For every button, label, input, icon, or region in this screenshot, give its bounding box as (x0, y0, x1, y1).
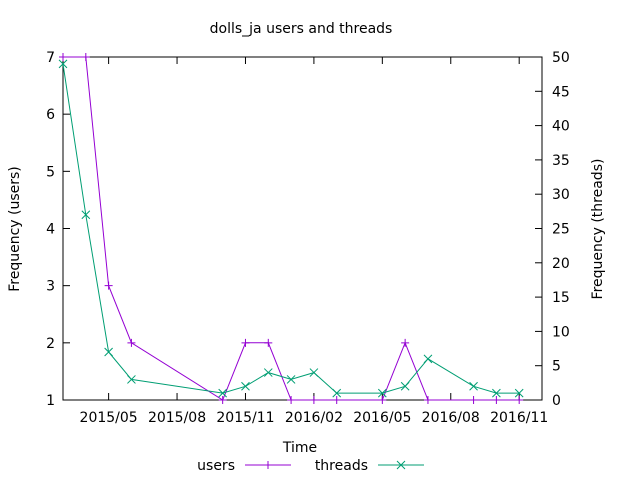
y2-tick-label: 15 (552, 290, 570, 306)
y2-axis-label: Frequency (threads) (590, 159, 606, 300)
data-point-users (241, 338, 250, 347)
data-point-threads (423, 354, 433, 364)
legend: users threads (197, 458, 424, 474)
y-axis-label: Frequency (users) (7, 166, 23, 292)
y2-tick-label: 10 (552, 324, 570, 340)
y2-tick-label: 45 (552, 84, 570, 100)
y2-tick-label: 50 (552, 50, 570, 66)
series-layer (58, 53, 524, 404)
plot-border (62, 56, 543, 401)
y2-tick-label: 35 (552, 153, 570, 169)
x-tick-label: 2016/05 (353, 410, 411, 426)
y-tick-label: 6 (46, 107, 55, 123)
y2-tick-label: 25 (552, 222, 570, 238)
x-tick-label: 2016/11 (490, 410, 548, 426)
data-point-users (401, 338, 410, 347)
chart-title: dolls_ja users and threads (210, 21, 393, 37)
x-tick-label: 2016/02 (285, 410, 343, 426)
data-point-users (264, 338, 273, 347)
data-point-threads (469, 381, 478, 391)
series-line-threads (62, 63, 520, 394)
data-point-users (492, 396, 501, 404)
data-point-threads (104, 347, 113, 357)
y2-tick-label: 40 (552, 119, 570, 135)
legend-marker-users (264, 461, 272, 469)
data-point-users (469, 396, 478, 404)
data-point-users (218, 396, 227, 404)
y-tick-label: 4 (46, 222, 55, 238)
data-point-threads (81, 210, 91, 220)
data-point-threads (377, 388, 387, 398)
y2-tick-label: 20 (552, 256, 570, 272)
data-point-threads (492, 388, 501, 398)
y-tick-label: 7 (46, 50, 55, 66)
data-point-threads (514, 388, 524, 398)
x-tick-label: 2016/08 (422, 410, 480, 426)
data-point-threads (332, 388, 342, 398)
x-tick-label: 2015/11 (216, 410, 274, 426)
x-axis: 2015/05 2015/08 2015/11 2016/02 2016/05 2016/… (80, 57, 548, 426)
x-axis-label: Time (282, 440, 317, 456)
data-point-threads (263, 368, 273, 377)
data-point-users (81, 53, 90, 61)
y2-tick-label: 30 (552, 187, 570, 203)
y-tick-label: 1 (46, 393, 55, 409)
y2-tick-label: 5 (552, 359, 561, 375)
y-axis-left: 1 2 3 4 5 6 7 (46, 50, 70, 409)
legend-label-threads: threads (315, 458, 368, 474)
y-tick-label: 2 (46, 336, 55, 352)
data-point-users (309, 396, 318, 404)
x-tick-label: 2015/05 (80, 410, 138, 426)
data-point-users (104, 281, 113, 290)
data-point-users (287, 396, 296, 404)
data-point-threads (58, 59, 68, 69)
data-point-threads (127, 375, 136, 384)
data-point-users (378, 396, 387, 404)
data-point-threads (218, 388, 228, 398)
series-line-users (63, 56, 520, 401)
x-tick-label: 2015/08 (148, 410, 206, 426)
data-point-users (59, 53, 67, 61)
y-axis-right: 0 5 10 15 20 25 30 35 40 45 50 (535, 50, 570, 409)
data-point-threads (400, 381, 410, 391)
data-point-users (515, 396, 524, 404)
y2-tick-label: 0 (552, 393, 561, 409)
data-point-users (127, 338, 136, 347)
data-point-threads (309, 368, 319, 377)
legend-label-users: users (197, 458, 235, 474)
y-tick-label: 3 (46, 279, 55, 295)
data-point-threads (286, 375, 296, 384)
y-tick-label: 5 (46, 164, 55, 180)
data-point-users (423, 396, 432, 404)
data-point-threads (241, 381, 250, 391)
legend-marker-threads (396, 460, 406, 470)
data-point-users (332, 396, 341, 404)
